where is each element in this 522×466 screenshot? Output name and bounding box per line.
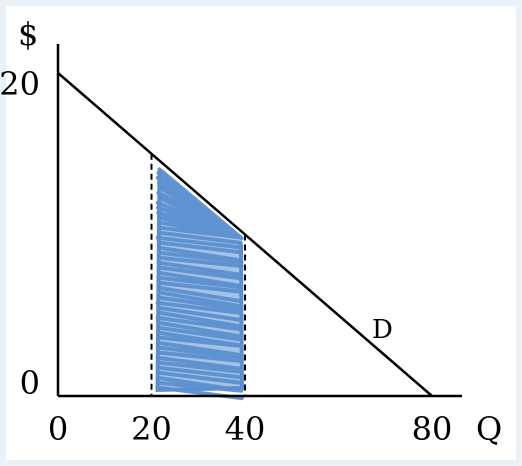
x-tick-label: 80	[412, 410, 453, 448]
dashed-guides	[150, 153, 246, 396]
y-tick-labels: 0 20	[0, 65, 40, 402]
chart-panel	[6, 6, 516, 460]
series-label-d: D	[372, 315, 393, 345]
shaded-area	[155, 167, 245, 401]
x-tick-labels: 0 20 40 80	[48, 410, 453, 448]
x-tick-label: 40	[225, 410, 266, 448]
shaded-scribble	[155, 167, 244, 401]
x-axis-title: Q	[476, 410, 502, 448]
y-tick-label: 20	[0, 65, 40, 103]
shaded-outline	[155, 171, 245, 393]
y-axis-title: $	[18, 15, 38, 53]
y-tick-label: 0	[20, 364, 40, 402]
demand-line	[57, 72, 433, 397]
x-tick-label: 20	[131, 410, 172, 448]
x-tick-label: 0	[48, 410, 68, 448]
